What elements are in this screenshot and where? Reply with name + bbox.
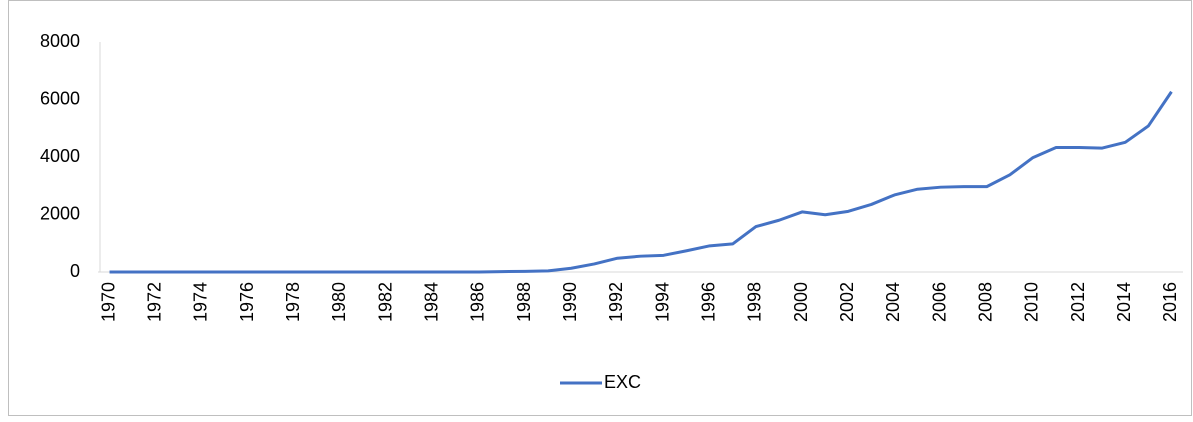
x-tick-label: 2000 <box>791 282 811 322</box>
x-tick-label: 1972 <box>144 282 164 322</box>
data-line <box>109 90 1173 274</box>
x-tick-label: 2006 <box>929 282 949 322</box>
x-tick-label: 2008 <box>976 282 996 322</box>
x-tick-label: 1976 <box>237 282 257 322</box>
x-tick-label: 1980 <box>329 282 349 322</box>
x-tick-label: 1996 <box>699 282 719 322</box>
chart-border <box>8 0 1192 416</box>
x-tick-label: 1978 <box>283 282 303 322</box>
y-tick-label: 6000 <box>40 88 80 108</box>
x-tick-label: 2014 <box>1114 282 1134 322</box>
y-tick-label: 4000 <box>40 146 80 166</box>
x-tick-label: 1970 <box>98 282 118 322</box>
x-tick-label: 2002 <box>837 282 857 322</box>
x-tick-label: 1984 <box>421 282 441 322</box>
y-tick-label: 2000 <box>40 203 80 223</box>
x-tick-label: 1998 <box>745 282 765 322</box>
x-tick-label: 2012 <box>1068 282 1088 322</box>
x-tick-label: 1982 <box>375 282 395 322</box>
y-tick-label: 0 <box>70 261 80 281</box>
y-tick-label: 8000 <box>40 31 80 51</box>
x-tick-label: 2010 <box>1022 282 1042 322</box>
x-tick-label: 2004 <box>883 282 903 322</box>
x-tick-label: 1994 <box>652 282 672 322</box>
x-tick-label: 1988 <box>514 282 534 322</box>
x-tick-label: 1986 <box>468 282 488 322</box>
x-tick-label: 1990 <box>560 282 580 322</box>
legend-label: EXC <box>604 372 641 392</box>
x-tick-label: 2016 <box>1160 282 1180 322</box>
x-tick-label: 1992 <box>606 282 626 322</box>
x-tick-label: 1974 <box>191 282 211 322</box>
